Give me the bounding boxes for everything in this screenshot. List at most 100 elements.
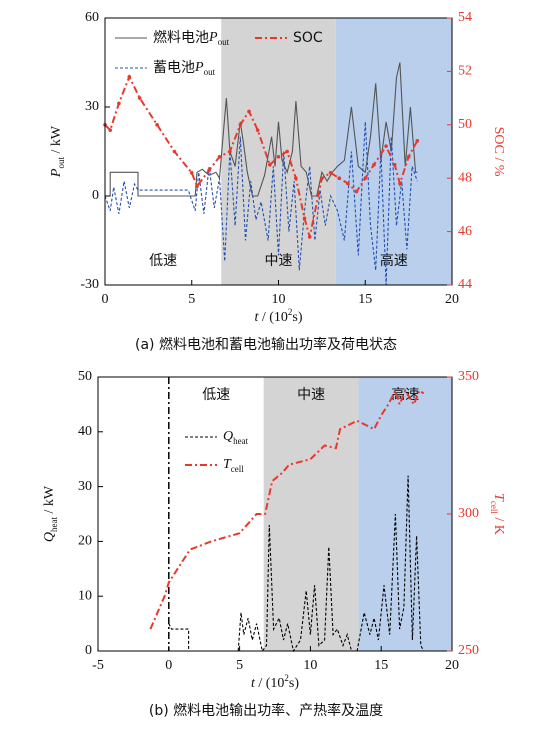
legend-name: 燃料电池 (153, 29, 209, 46)
marker (363, 176, 368, 180)
y2-axis-label-part: SOC / % (491, 127, 506, 177)
y2-tick-label: 350 (458, 369, 479, 384)
y2-tick-label: 44 (458, 277, 472, 292)
y2-axis-label: SOC / % (491, 127, 506, 177)
legend-label: 蓄电池Pout (153, 60, 216, 77)
y2-tick-label: 300 (458, 506, 479, 521)
y-axis-label: Pout / kW (49, 125, 66, 178)
x-tick-label: 10 (303, 658, 317, 673)
marker (195, 184, 199, 189)
y-tick-label: 30 (78, 479, 92, 494)
y-tick-label: 30 (85, 99, 99, 114)
region-label: 中速 (265, 253, 293, 269)
marker (294, 176, 298, 180)
x-tick-label: 0 (165, 658, 172, 673)
marker (255, 128, 260, 132)
y2-axis-label-part: T (491, 493, 506, 502)
x-axis-label: t / (102s) (254, 307, 302, 325)
marker (406, 155, 411, 159)
x-tick-label: -5 (92, 658, 104, 673)
y-tick-label: 60 (85, 10, 99, 25)
legend-name: 蓄电池 (153, 60, 195, 76)
marker (108, 128, 113, 132)
region (358, 377, 452, 651)
y-axis-label-part: / kW (42, 485, 57, 517)
marker (337, 176, 342, 180)
region-label: 高速 (380, 252, 408, 269)
marker (384, 144, 388, 148)
y2-axis-label-part: cell (489, 501, 499, 514)
caption: (a) 燃料电池和蓄电池输出功率及荷电状态 (135, 336, 397, 353)
marker (320, 176, 324, 180)
marker (172, 149, 177, 154)
y2-tick-label: 48 (458, 170, 472, 185)
x-axis-label-part: 2 (284, 673, 289, 683)
marker (238, 123, 243, 127)
marker (127, 74, 132, 79)
y-tick-label: 0 (92, 188, 99, 203)
legend-sub: out (204, 67, 216, 77)
y-tick-label: 10 (78, 588, 92, 603)
region-label: 低速 (149, 253, 177, 269)
y2-tick-label: 46 (458, 224, 472, 239)
marker (268, 163, 272, 167)
region-label: 中速 (297, 387, 325, 403)
x-tick-label: 5 (188, 292, 195, 307)
x-axis-label: t / (102s) (251, 673, 299, 691)
y-tick-label: 40 (78, 424, 92, 439)
y2-axis-label-part: / K (491, 514, 506, 535)
marker (207, 168, 211, 172)
marker (398, 181, 402, 186)
legend-label: Tcell (223, 457, 244, 474)
region (221, 18, 336, 285)
marker (302, 216, 307, 221)
marker (276, 155, 281, 159)
y-tick-label: 50 (78, 369, 92, 384)
y-axis-label-part: Q (42, 532, 57, 542)
y-axis-label-part: out (56, 157, 66, 169)
marker (328, 171, 333, 175)
x-tick-label: 5 (236, 658, 243, 673)
legend-var: P (208, 30, 218, 45)
marker (137, 96, 142, 100)
y2-tick-label: 50 (458, 117, 472, 132)
legend-sub: out (218, 37, 230, 47)
marker (415, 139, 420, 143)
x-tick-label: 20 (445, 658, 459, 673)
y-tick-label: 20 (78, 534, 92, 549)
series-line (104, 121, 418, 286)
x-axis-label-part: s) (292, 310, 302, 325)
y-axis-label: Qheat / kW (42, 485, 59, 542)
x-tick-label: 0 (102, 292, 109, 307)
series-line (168, 475, 425, 653)
y2-tick-label: 52 (458, 64, 472, 79)
x-tick-label: 15 (374, 658, 388, 673)
x-axis-label-part: t (251, 676, 256, 691)
series-line (149, 388, 425, 630)
y2-axis-label: Tcell / K (489, 493, 506, 535)
y-axis-label-part: P (49, 168, 64, 178)
y-tick-label: -30 (80, 277, 99, 292)
y2-tick-label: 250 (458, 643, 479, 658)
x-tick-label: 10 (272, 292, 286, 307)
x-axis-label-part: 2 (288, 307, 293, 317)
y-axis-label-part: / kW (49, 125, 64, 157)
region-label: 低速 (202, 387, 230, 403)
legend-var: Q (223, 429, 233, 444)
series-line (105, 62, 418, 197)
legend-var: T (223, 457, 232, 472)
legend-sub: heat (233, 436, 248, 446)
marker (228, 149, 232, 154)
legend-label: 燃料电池Pout (153, 29, 230, 47)
marker (247, 109, 251, 114)
legend-sub: cell (231, 464, 244, 474)
y-tick-label: 0 (85, 643, 92, 658)
x-axis-label-part: / (10 (258, 310, 288, 325)
marker (354, 189, 359, 194)
marker (346, 181, 350, 186)
marker (117, 101, 121, 106)
marker (217, 155, 222, 159)
region (263, 377, 359, 651)
marker (155, 123, 159, 127)
